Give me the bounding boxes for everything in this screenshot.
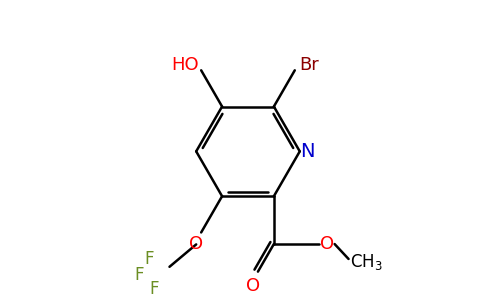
Text: CH$_3$: CH$_3$ — [350, 252, 383, 272]
Text: HO: HO — [171, 56, 199, 74]
Text: O: O — [246, 277, 260, 295]
Text: F: F — [135, 266, 144, 284]
Text: F: F — [150, 280, 159, 298]
Text: N: N — [301, 142, 315, 161]
Text: F: F — [145, 250, 154, 268]
Text: O: O — [319, 235, 333, 253]
Text: O: O — [189, 236, 203, 253]
Text: Br: Br — [299, 56, 318, 74]
